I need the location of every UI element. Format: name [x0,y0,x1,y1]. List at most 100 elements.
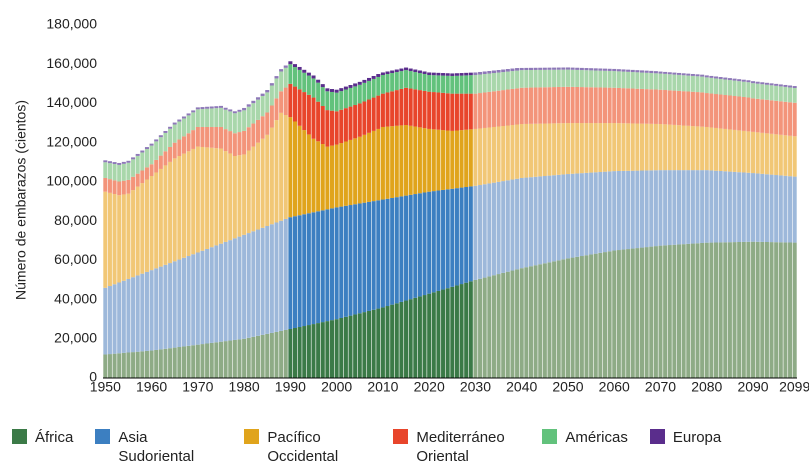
bar-segment [177,156,182,260]
bar-segment [385,92,390,127]
bar-segment [408,125,413,195]
bar-segment [394,72,399,91]
bar-segment [695,92,700,127]
bar-segment [547,175,552,263]
bar-segment [427,75,432,92]
bar-segment [690,73,695,76]
bar-segment [663,71,668,74]
bar-segment [556,67,561,70]
bar-segment [131,176,136,191]
bar-segment [181,346,186,378]
bar-segment [144,167,149,180]
bar-segment [732,78,737,81]
bar-segment [431,92,436,130]
bar-segment [760,82,765,85]
bar-segment [760,241,765,378]
bar-segment [422,71,427,75]
bar-segment [478,185,483,279]
bar-segment [653,73,658,90]
bar-segment [515,70,520,89]
bar-segment [292,64,298,68]
bar-segment [422,90,427,129]
bar-segment [783,86,788,102]
bar-segment [473,279,478,378]
bar-segment [390,73,395,92]
bar-segment [223,129,228,152]
bar-segment [482,71,487,75]
bar-segment [255,97,261,100]
bar-segment [394,125,399,198]
bar-segment [496,72,501,91]
bar-segment [681,170,686,245]
bar-segment [408,68,413,72]
bar-segment [339,206,344,318]
bar-segment [218,107,223,127]
bar-segment [163,264,168,349]
bar-segment [741,96,746,131]
bar-segment [672,90,677,125]
bar-segment [200,126,205,147]
bar-segment [533,67,538,70]
bar-segment [690,126,695,171]
bar-segment [441,289,446,378]
bar-segment [755,173,760,242]
bar-segment [343,86,348,90]
bar-segment [741,130,746,173]
bar-segment [450,286,455,378]
bar-segment [348,106,353,140]
bar-segment [491,70,496,74]
bar-segment [413,72,418,90]
bar-segment [570,86,575,124]
bar-segment [394,69,399,73]
bar-segment [390,91,395,127]
bar-segment [330,89,335,92]
bar-segment [390,197,395,305]
bar-segment [302,69,307,73]
legend-swatch [12,429,27,444]
bar-segment [274,331,279,378]
bar-segment [741,79,746,82]
bar-segment [723,128,728,172]
bar-segment [718,78,723,95]
bar-segment [306,213,311,326]
bar-segment [200,107,205,110]
bar-segment [353,105,358,139]
bar-segment [464,282,469,378]
bar-segment [228,240,233,341]
bar-segment [760,132,765,174]
bar-segment [311,138,316,213]
bar-segment [727,95,732,130]
bar-segment [140,273,145,352]
bar-segment [292,67,298,87]
bar-segment [774,175,779,243]
bar-segment [260,95,265,117]
bar-segment [292,216,298,328]
bar-segment [431,292,436,378]
bar-segment [168,161,173,264]
bar-segment [519,87,524,125]
bar-segment [232,339,237,378]
bar-segment [367,77,372,81]
bar-segment [283,65,288,68]
bar-segment [126,352,131,378]
bar-segment [413,297,418,378]
bar-segment [251,336,256,378]
y-axis-label: Número de embarazos (cientos) [13,100,29,300]
bar-segment [417,193,422,297]
bar-segment [223,107,228,110]
bar-segment [496,181,501,275]
bar-segment [311,324,316,378]
bar-segment [181,118,186,137]
bar-segment [274,222,279,332]
legend-label: África [35,429,74,446]
bar-segment [348,205,353,316]
bar-segment [579,87,584,124]
bar-segment [228,109,233,112]
bar-segment [593,172,598,254]
bar-segment [330,320,335,378]
bar-segment [237,236,242,340]
bar-segment [774,134,779,176]
bar-segment [117,164,122,182]
bar-segment [616,250,621,378]
bar-segment [112,162,117,165]
